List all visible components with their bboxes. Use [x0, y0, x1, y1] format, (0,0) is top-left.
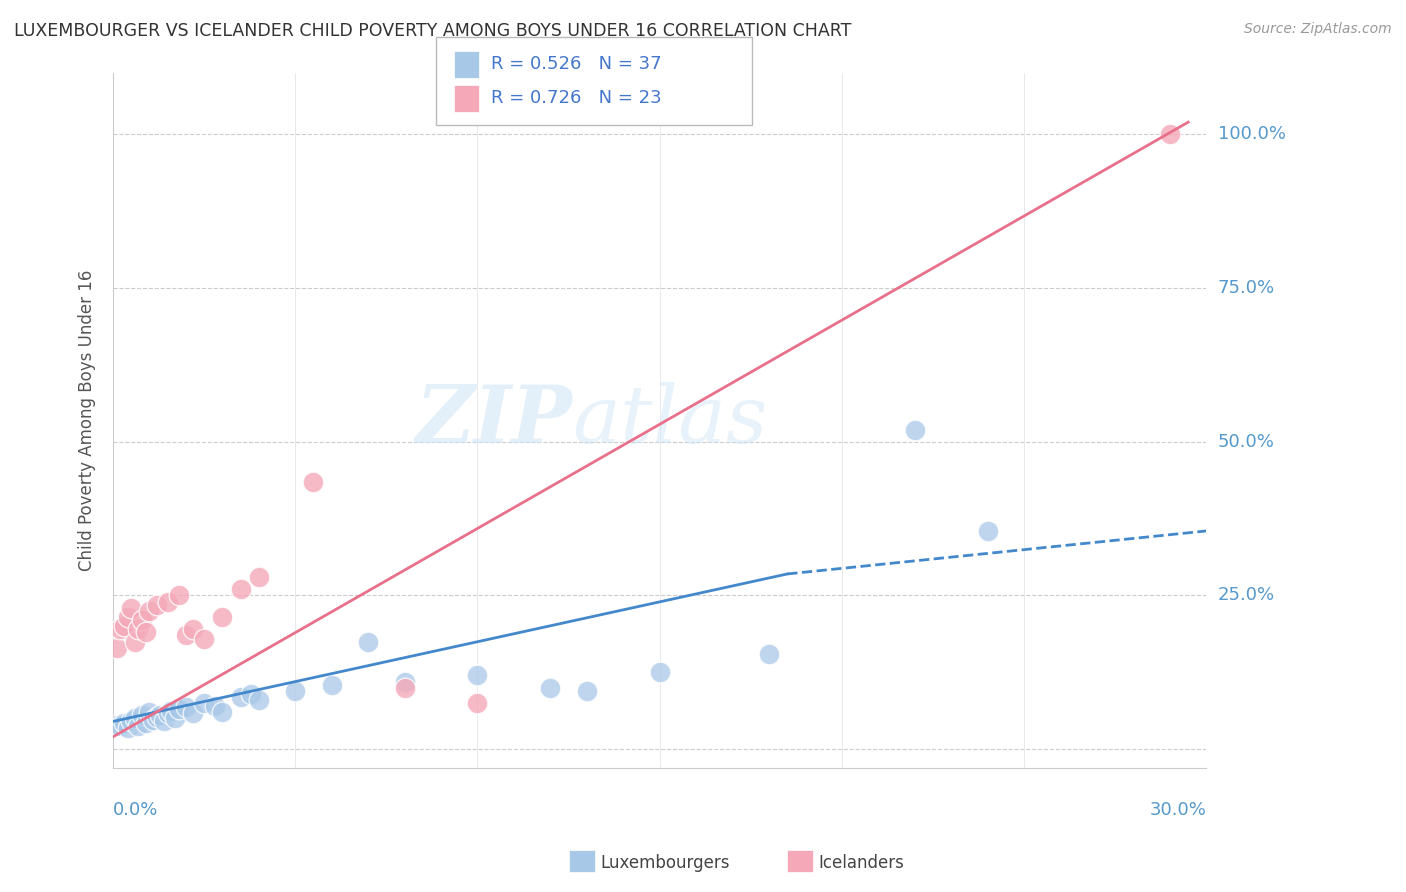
Point — [467, 696, 489, 710]
Text: 100.0%: 100.0% — [1218, 126, 1285, 144]
Text: 0.0%: 0.0% — [112, 801, 159, 820]
Point — [174, 628, 197, 642]
Point — [160, 704, 183, 718]
Point — [167, 589, 190, 603]
Point — [904, 423, 927, 437]
Point — [538, 681, 561, 695]
Point — [229, 690, 252, 704]
Point — [149, 708, 172, 723]
Text: ZIP: ZIP — [415, 382, 572, 459]
Text: 50.0%: 50.0% — [1218, 433, 1274, 450]
Point — [394, 681, 416, 695]
Point — [124, 634, 146, 648]
Point — [156, 594, 179, 608]
Text: Source: ZipAtlas.com: Source: ZipAtlas.com — [1244, 22, 1392, 37]
Point — [105, 640, 128, 655]
Point — [357, 634, 380, 648]
Text: atlas: atlas — [572, 382, 768, 459]
Point — [135, 625, 157, 640]
Point — [247, 693, 270, 707]
Point — [120, 600, 142, 615]
Point — [321, 677, 343, 691]
Point — [302, 475, 325, 489]
Point — [284, 683, 307, 698]
Text: Icelanders: Icelanders — [818, 855, 904, 872]
Point — [127, 719, 149, 733]
Point — [575, 683, 598, 698]
Point — [112, 619, 135, 633]
Text: R = 0.726   N = 23: R = 0.726 N = 23 — [491, 89, 661, 107]
Point — [156, 706, 179, 721]
Text: LUXEMBOURGER VS ICELANDER CHILD POVERTY AMONG BOYS UNDER 16 CORRELATION CHART: LUXEMBOURGER VS ICELANDER CHILD POVERTY … — [14, 22, 852, 40]
Point — [247, 570, 270, 584]
Point — [127, 622, 149, 636]
Point — [181, 622, 204, 636]
Text: 25.0%: 25.0% — [1218, 586, 1275, 605]
Point — [174, 700, 197, 714]
Point — [240, 687, 263, 701]
Text: 75.0%: 75.0% — [1218, 279, 1275, 297]
Text: R = 0.526   N = 37: R = 0.526 N = 37 — [491, 55, 661, 73]
Point — [758, 647, 780, 661]
Point — [211, 610, 233, 624]
Point — [394, 674, 416, 689]
Point — [145, 598, 167, 612]
Point — [193, 696, 215, 710]
Point — [110, 622, 132, 636]
Point — [124, 711, 146, 725]
Point — [163, 711, 186, 725]
Point — [1159, 128, 1181, 142]
Point — [211, 706, 233, 720]
Point — [977, 524, 1000, 538]
Point — [117, 610, 139, 624]
Point — [138, 604, 160, 618]
Point — [229, 582, 252, 597]
Point — [153, 714, 176, 729]
Point — [648, 665, 671, 680]
Point — [181, 706, 204, 721]
Y-axis label: Child Poverty Among Boys Under 16: Child Poverty Among Boys Under 16 — [79, 269, 96, 571]
Point — [131, 708, 153, 723]
Point — [145, 710, 167, 724]
Point — [120, 714, 142, 729]
Point — [204, 699, 226, 714]
Point — [131, 613, 153, 627]
Point — [138, 706, 160, 720]
Point — [142, 713, 165, 727]
Point — [167, 702, 190, 716]
Point — [110, 719, 132, 733]
Point — [193, 632, 215, 646]
Point — [135, 716, 157, 731]
Point — [117, 721, 139, 735]
Text: 30.0%: 30.0% — [1150, 801, 1206, 820]
Point — [105, 717, 128, 731]
Text: Luxembourgers: Luxembourgers — [600, 855, 730, 872]
Point — [112, 716, 135, 731]
Point — [467, 668, 489, 682]
